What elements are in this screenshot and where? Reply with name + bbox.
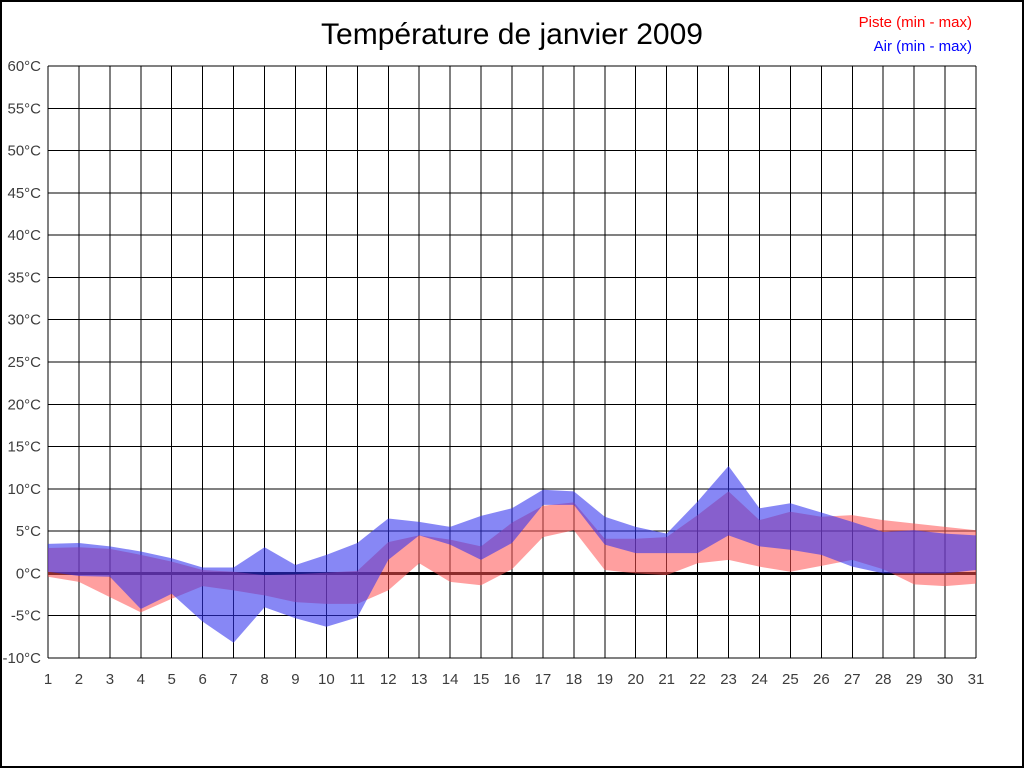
y-axis-tick-label: 55°C [7, 100, 41, 117]
x-axis-tick-label: 7 [229, 671, 237, 688]
y-axis-tick-label: 20°C [7, 396, 41, 413]
x-axis-tick-label: 11 [350, 671, 366, 688]
y-axis-tick-label: 15°C [7, 439, 41, 456]
x-axis-tick-label: 1 [44, 671, 52, 688]
y-axis-tick-label: -5°C [11, 608, 41, 625]
chart-title: Température de janvier 2009 [321, 18, 703, 51]
x-axis-tick-label: 23 [720, 671, 737, 688]
legend-item-air: Air (min - max) [873, 38, 972, 55]
legend-item-piste: Piste (min - max) [858, 14, 972, 31]
y-axis-tick-label: 0°C [16, 565, 41, 582]
x-axis-tick-label: 10 [318, 671, 335, 688]
y-axis-tick-label: 5°C [16, 523, 41, 540]
legend: Piste (min - max) Air (min - max) [859, 11, 972, 59]
x-axis-tick-label: 24 [751, 671, 768, 688]
x-axis-tick-label: 21 [658, 671, 675, 688]
y-axis-tick-label: 25°C [7, 354, 41, 371]
y-axis-tick-label: 50°C [7, 143, 41, 160]
x-axis-tick-label: 30 [937, 671, 954, 688]
x-axis-tick-label: 2 [75, 671, 83, 688]
x-axis-tick-label: 5 [168, 671, 176, 688]
x-axis-tick-label: 9 [291, 671, 299, 688]
air-minmax-band [48, 466, 976, 643]
y-axis-tick-label: 45°C [7, 185, 41, 202]
x-axis-tick-label: 22 [689, 671, 706, 688]
y-axis-tick-label: 30°C [7, 312, 41, 329]
y-axis-tick-label: 40°C [7, 227, 41, 244]
x-axis-tick-label: 6 [198, 671, 206, 688]
x-axis-tick-label: 26 [813, 671, 830, 688]
x-axis-tick-label: 20 [627, 671, 644, 688]
x-axis-tick-label: 14 [442, 671, 459, 688]
y-axis-tick-label: -10°C [2, 650, 41, 667]
x-axis-tick-label: 4 [137, 671, 145, 688]
y-axis-tick-label: 60°C [7, 58, 41, 75]
x-axis-tick-label: 17 [535, 671, 552, 688]
x-axis-tick-label: 19 [596, 671, 613, 688]
x-axis-tick-label: 12 [380, 671, 397, 688]
y-axis-tick-label: 10°C [7, 481, 41, 498]
x-axis-tick-label: 8 [260, 671, 268, 688]
x-axis-tick-label: 18 [566, 671, 583, 688]
x-axis-tick-label: 25 [782, 671, 799, 688]
x-axis-tick-label: 3 [106, 671, 114, 688]
y-axis-tick-label: 35°C [7, 269, 41, 286]
x-axis-tick-label: 27 [844, 671, 861, 688]
x-axis-tick-label: 13 [411, 671, 428, 688]
x-axis-tick-label: 29 [906, 671, 923, 688]
x-axis-tick-label: 31 [968, 671, 985, 688]
x-axis-tick-label: 28 [875, 671, 892, 688]
x-axis-tick-label: 16 [504, 671, 521, 688]
x-axis-tick-label: 15 [473, 671, 490, 688]
